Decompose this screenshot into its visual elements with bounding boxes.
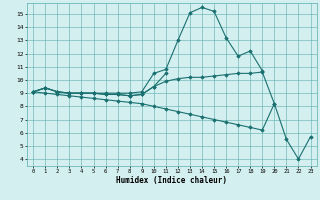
X-axis label: Humidex (Indice chaleur): Humidex (Indice chaleur) — [116, 176, 228, 185]
